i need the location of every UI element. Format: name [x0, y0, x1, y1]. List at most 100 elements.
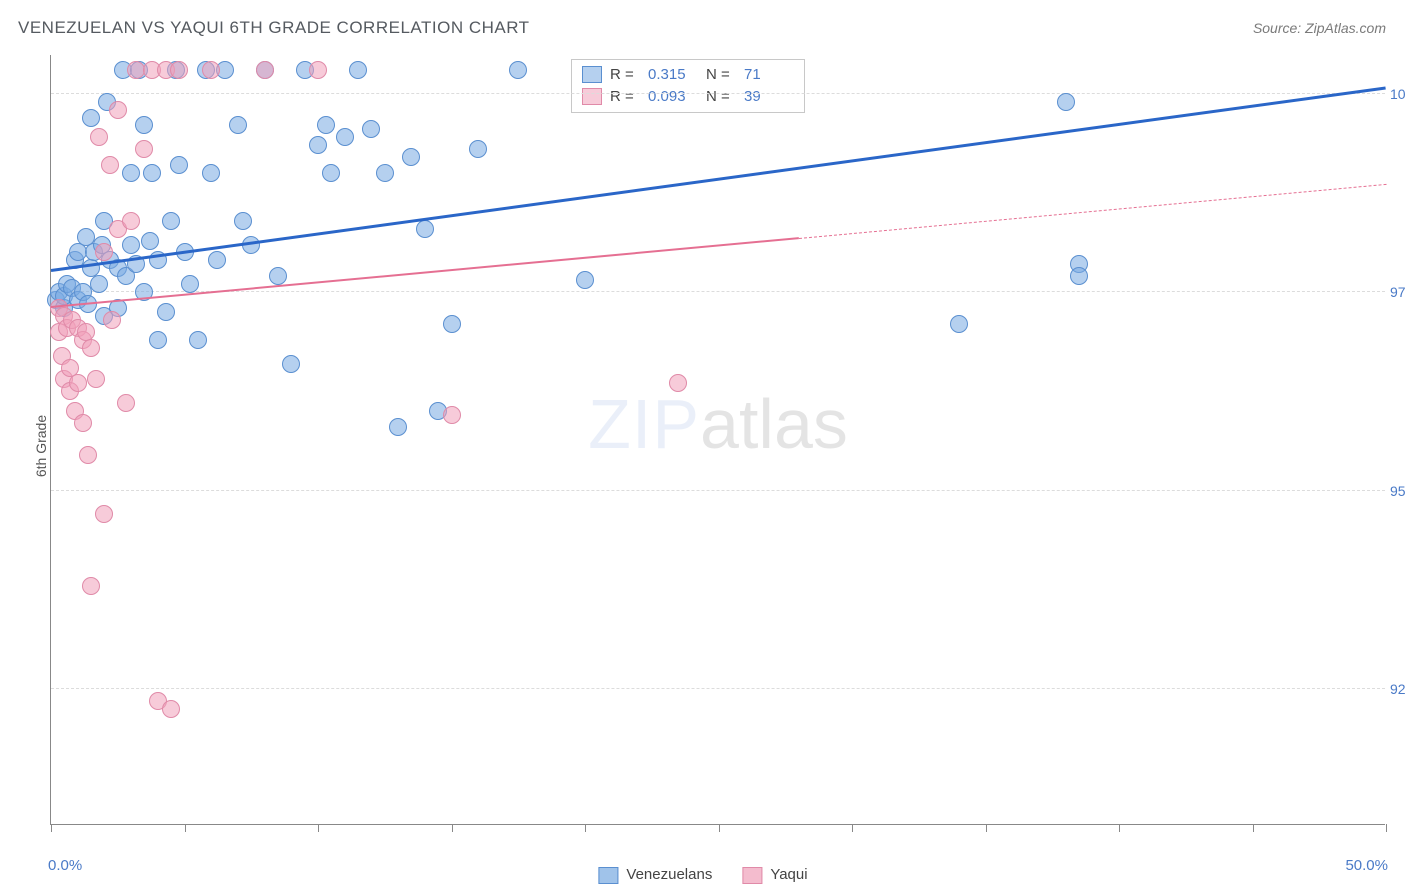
data-point — [109, 101, 127, 119]
gridline — [51, 291, 1385, 292]
x-tick — [719, 824, 720, 832]
gridline — [51, 490, 1385, 491]
data-point — [416, 220, 434, 238]
data-point — [87, 370, 105, 388]
x-tick — [51, 824, 52, 832]
data-point — [79, 446, 97, 464]
x-tick — [318, 824, 319, 832]
legend-r-value: 0.315 — [648, 66, 698, 83]
data-point — [256, 61, 274, 79]
data-point — [443, 406, 461, 424]
data-point — [170, 156, 188, 174]
data-point — [135, 116, 153, 134]
data-point — [149, 331, 167, 349]
x-tick — [185, 824, 186, 832]
data-point — [122, 212, 140, 230]
legend-swatch — [598, 867, 618, 884]
x-tick — [1386, 824, 1387, 832]
gridline — [51, 688, 1385, 689]
legend-swatch — [742, 867, 762, 884]
data-point — [317, 116, 335, 134]
data-point — [208, 251, 226, 269]
data-point — [90, 128, 108, 146]
data-point — [376, 164, 394, 182]
data-point — [122, 236, 140, 254]
data-point — [117, 394, 135, 412]
data-point — [336, 128, 354, 146]
data-point — [162, 212, 180, 230]
x-end-label: 50.0% — [1345, 857, 1388, 874]
legend-r-value: 0.093 — [648, 88, 698, 105]
source-label: Source: ZipAtlas.com — [1253, 20, 1386, 36]
data-point — [322, 164, 340, 182]
data-point — [189, 331, 207, 349]
y-tick-label: 100.0% — [1390, 86, 1406, 102]
data-point — [950, 315, 968, 333]
data-point — [443, 315, 461, 333]
chart-title: VENEZUELAN VS YAQUI 6TH GRADE CORRELATIO… — [18, 18, 530, 38]
data-point — [234, 212, 252, 230]
y-tick-label: 92.5% — [1390, 681, 1406, 697]
data-point — [669, 374, 687, 392]
data-point — [69, 374, 87, 392]
data-point — [82, 339, 100, 357]
x-start-label: 0.0% — [48, 857, 82, 874]
scatter-plot: ZIPatlas R =0.315N =71R =0.093N =39 92.5… — [50, 55, 1385, 825]
data-point — [202, 164, 220, 182]
legend-n-value: 39 — [744, 88, 794, 105]
gridline — [51, 93, 1385, 94]
data-point — [576, 271, 594, 289]
legend-r-label: R = — [610, 66, 640, 83]
data-point — [309, 136, 327, 154]
legend-n-label: N = — [706, 66, 736, 83]
data-point — [157, 303, 175, 321]
data-point — [90, 275, 108, 293]
y-axis-label: 6th Grade — [33, 415, 49, 477]
data-point — [162, 700, 180, 718]
data-point — [362, 120, 380, 138]
legend-n-value: 71 — [744, 66, 794, 83]
data-point — [141, 232, 159, 250]
data-point — [229, 116, 247, 134]
x-tick — [452, 824, 453, 832]
legend-row: R = 0.093 N = 39 — [582, 85, 794, 107]
legend-n-label: N = — [706, 88, 736, 105]
data-point — [202, 61, 220, 79]
data-point — [95, 243, 113, 261]
legend-item: Venezuelans — [598, 866, 712, 884]
data-point — [389, 418, 407, 436]
y-tick-label: 95.0% — [1390, 483, 1406, 499]
data-point — [282, 355, 300, 373]
watermark: ZIPatlas — [588, 384, 848, 464]
correlation-legend: R = 0.315 N = 71 R = 0.093 N = 39 — [571, 59, 805, 113]
data-point — [95, 505, 113, 523]
trend-line — [799, 184, 1386, 239]
trend-line — [51, 237, 799, 308]
x-tick — [1119, 824, 1120, 832]
data-point — [469, 140, 487, 158]
data-point — [101, 156, 119, 174]
data-point — [349, 61, 367, 79]
legend-item: Yaqui — [742, 866, 807, 884]
data-point — [1070, 267, 1088, 285]
legend-swatch — [582, 88, 602, 105]
legend-row: R = 0.315 N = 71 — [582, 63, 794, 85]
data-point — [181, 275, 199, 293]
legend-r-label: R = — [610, 88, 640, 105]
series-legend: Venezuelans Yaqui — [598, 866, 807, 884]
data-point — [309, 61, 327, 79]
data-point — [122, 164, 140, 182]
data-point — [170, 61, 188, 79]
x-tick — [585, 824, 586, 832]
data-point — [135, 140, 153, 158]
x-tick — [852, 824, 853, 832]
data-point — [82, 577, 100, 595]
data-point — [103, 311, 121, 329]
legend-swatch — [582, 66, 602, 83]
data-point — [1057, 93, 1075, 111]
data-point — [82, 109, 100, 127]
x-tick — [986, 824, 987, 832]
x-tick — [1253, 824, 1254, 832]
data-point — [402, 148, 420, 166]
data-point — [143, 164, 161, 182]
